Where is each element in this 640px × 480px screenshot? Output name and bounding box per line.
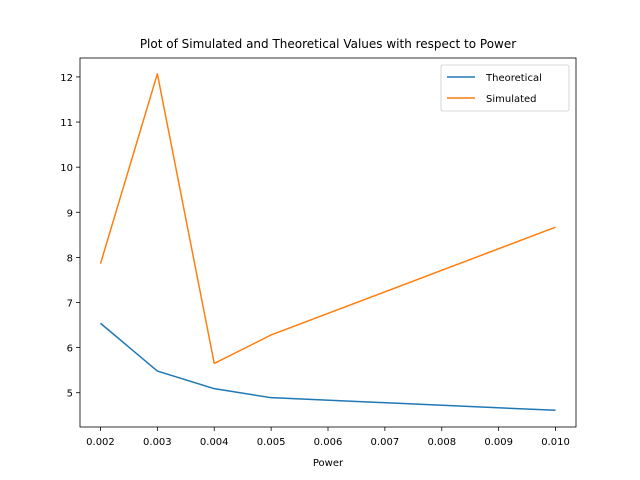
y-tick-label: 9 [67,208,73,219]
plot-area [79,57,577,428]
x-tick-label: 0.006 [314,437,343,448]
y-tick-label: 10 [60,163,73,174]
x-axis: 0.002 0.003 0.004 0.005 0.006 0.007 0.008 0.009… [86,427,570,448]
y-tick-label: 8 [67,253,73,264]
x-axis-label: Power [313,458,344,469]
x-tick-label: 0.007 [371,437,400,448]
y-axis: 5 6 7 8 9 10 11 12 [60,73,80,400]
x-tick-label: 0.002 [86,437,115,448]
y-tick-label: 5 [67,389,73,400]
y-tick-label: 6 [67,344,73,355]
x-tick-label: 0.005 [257,437,286,448]
series-line-simulated [99,73,556,365]
legend: Theoretical Simulated [440,64,570,112]
y-tick-label: 7 [67,298,73,309]
x-tick-label: 0.008 [427,437,456,448]
legend-label-theoretical: Theoretical [485,73,542,84]
x-tick-label: 0.004 [200,437,229,448]
x-tick-label: 0.009 [484,437,513,448]
y-tick-label: 11 [60,118,73,129]
y-tick-label: 12 [60,73,73,84]
legend-label-simulated: Simulated [486,94,537,105]
chart-title: Plot of Simulated and Theoretical Values… [140,37,516,51]
series-line-theoretical [99,322,556,412]
x-tick-label: 0.010 [541,437,570,448]
series-lines [99,73,556,412]
x-tick-label: 0.003 [143,437,172,448]
